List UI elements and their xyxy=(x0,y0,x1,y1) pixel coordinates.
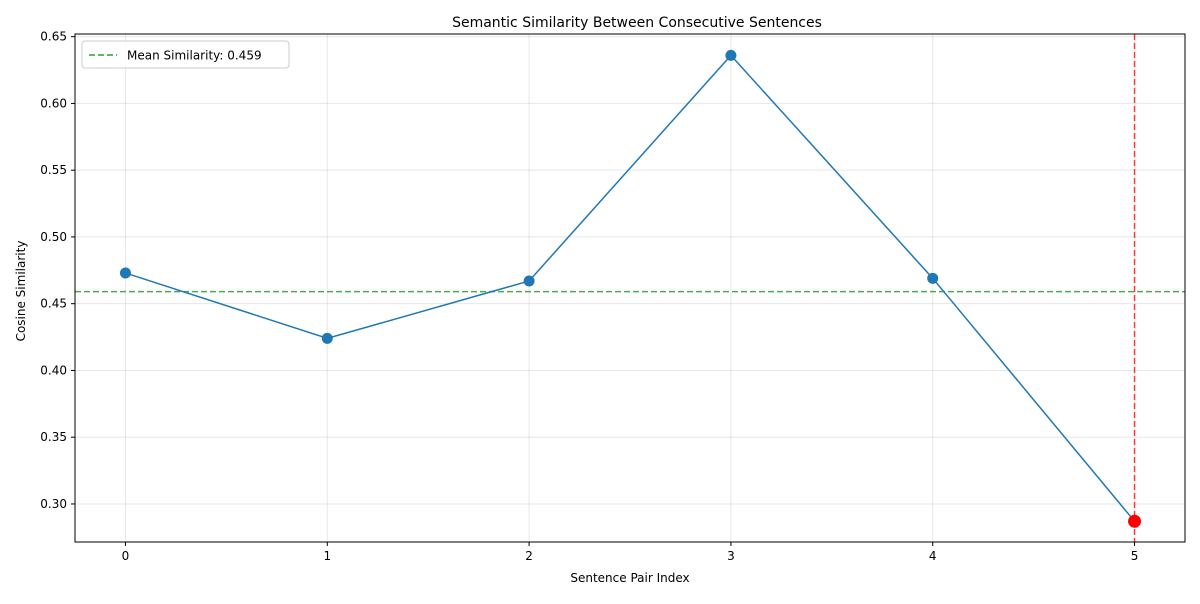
y-tick-label-1: 0.35 xyxy=(40,430,67,444)
reference-lines-layer xyxy=(75,34,1185,542)
y-tick-label-0: 0.30 xyxy=(40,497,67,511)
data-point-2 xyxy=(523,275,535,287)
y-axis-label: Cosine Similarity xyxy=(14,241,28,342)
x-tick-label-2: 2 xyxy=(525,549,533,563)
y-tick-label-7: 0.65 xyxy=(40,30,67,44)
x-tick-label-3: 3 xyxy=(727,549,735,563)
x-tick-label-4: 4 xyxy=(929,549,937,563)
legend: Mean Similarity: 0.459 xyxy=(81,40,290,69)
y-tick-label-2: 0.40 xyxy=(40,363,67,377)
plot-frame xyxy=(74,33,1186,543)
data-point-0 xyxy=(119,267,131,279)
y-axis-ticks: 0.30 0.35 0.40 0.45 0.50 0.55 0.60 0.65 xyxy=(40,30,75,511)
y-tick-label-3: 0.45 xyxy=(40,297,67,311)
x-tick-label-1: 1 xyxy=(323,549,331,563)
highlight-point xyxy=(1128,514,1142,528)
y-tick-label-6: 0.60 xyxy=(40,96,67,110)
data-point-4 xyxy=(927,272,939,284)
x-tick-label-0: 0 xyxy=(122,549,130,563)
series-layer xyxy=(119,49,1142,528)
x-axis-label: Sentence Pair Index xyxy=(570,571,689,585)
x-axis-ticks: 0 1 2 3 4 5 xyxy=(122,542,1139,563)
legend-entry-mean: Mean Similarity: 0.459 xyxy=(127,49,262,63)
legend-box xyxy=(81,40,290,69)
y-tick-label-5: 0.55 xyxy=(40,163,67,177)
similarity-series-line xyxy=(125,54,1136,522)
data-point-3 xyxy=(725,49,737,61)
y-tick-label-4: 0.50 xyxy=(40,230,67,244)
data-point-1 xyxy=(321,332,333,344)
x-tick-label-5: 5 xyxy=(1131,549,1139,563)
chart-title: Semantic Similarity Between Consecutive … xyxy=(452,15,822,31)
